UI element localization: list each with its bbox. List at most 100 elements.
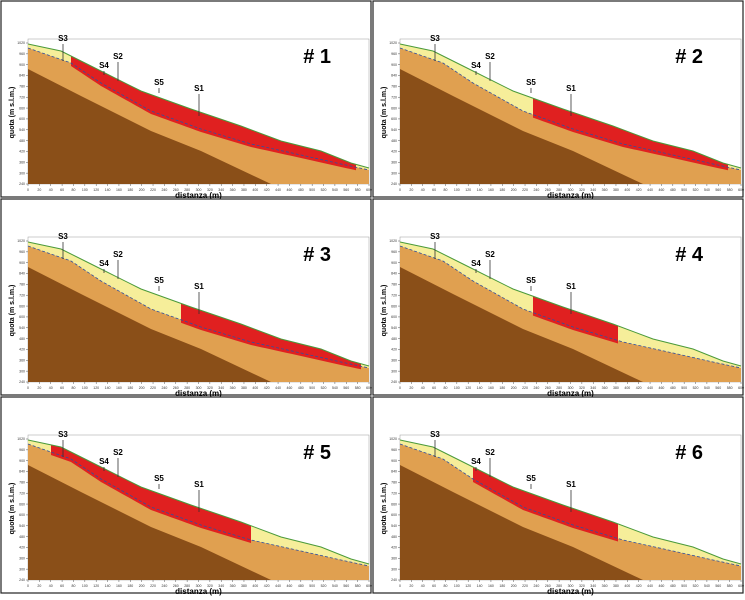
x-tick-label: 0 <box>27 386 29 390</box>
y-tick-label: 720 <box>19 491 25 495</box>
x-tick-label: 560 <box>343 188 349 192</box>
y-tick-label: 600 <box>391 315 397 319</box>
ground-surface <box>399 241 742 367</box>
y-tick-label: 1020 <box>389 41 397 45</box>
x-tick-label: 300 <box>196 188 202 192</box>
x-tick-label: 160 <box>116 584 122 588</box>
borehole-label: S4 <box>99 61 109 70</box>
x-tick-label: 200 <box>139 584 145 588</box>
x-tick-label: 100 <box>82 386 88 390</box>
y-tick-label: 240 <box>391 182 397 186</box>
x-tick-label: 200 <box>511 584 517 588</box>
landslide-body <box>533 296 618 344</box>
x-tick-label: 380 <box>241 584 247 588</box>
x-tick-label: 320 <box>579 584 585 588</box>
x-tick-label: 360 <box>602 386 608 390</box>
y-tick-label: 780 <box>391 283 397 287</box>
x-tick-label: 160 <box>488 584 494 588</box>
x-tick-label: 500 <box>309 386 315 390</box>
x-tick-label: 540 <box>704 386 710 390</box>
y-axis-label: quota (m s.l.m.) <box>381 285 388 337</box>
x-tick-label: 140 <box>105 386 111 390</box>
x-tick-label: 260 <box>545 584 551 588</box>
x-tick-label: 300 <box>568 386 574 390</box>
borehole-label: S4 <box>99 259 109 268</box>
y-tick-label: 660 <box>19 106 25 110</box>
panel-label: # 5 <box>303 442 331 464</box>
x-tick-label: 40 <box>49 584 53 588</box>
x-tick-label: 180 <box>127 584 133 588</box>
x-tick-label: 260 <box>545 188 551 192</box>
y-tick-label: 900 <box>391 261 397 265</box>
borehole-label: S2 <box>485 250 495 259</box>
y-tick-label: 480 <box>391 139 397 143</box>
panel-label: # 4 <box>675 244 704 266</box>
borehole-label: S1 <box>194 282 204 291</box>
x-tick-label: 440 <box>275 188 281 192</box>
x-tick-label: 320 <box>579 188 585 192</box>
layer-boundary <box>27 245 370 369</box>
y-tick-label: 720 <box>391 293 397 297</box>
y-tick-label: 540 <box>391 128 397 132</box>
x-tick-label: 120 <box>93 386 99 390</box>
x-tick-label: 120 <box>465 584 471 588</box>
x-tick-label: 100 <box>82 188 88 192</box>
x-tick-label: 20 <box>409 584 413 588</box>
borehole-label: S3 <box>58 34 68 43</box>
landslide-body <box>533 98 728 171</box>
y-tick-label: 600 <box>391 117 397 121</box>
borehole-label: S2 <box>113 52 123 61</box>
y-tick-label: 960 <box>19 250 25 254</box>
y-tick-label: 660 <box>391 106 397 110</box>
bedrock <box>28 69 271 184</box>
ground-surface <box>27 43 370 169</box>
panel: S3 S4 S2 S5 S1 0 20 40 60 80 100 120 140 160 180 200 220… <box>372 396 744 596</box>
y-tick-label: 720 <box>391 95 397 99</box>
x-tick-label: 240 <box>533 188 539 192</box>
y-tick-label: 1020 <box>17 239 25 243</box>
x-tick-label: 480 <box>670 386 676 390</box>
borehole-label: S3 <box>58 430 68 439</box>
bedrock <box>400 69 643 184</box>
x-tick-label: 440 <box>647 584 653 588</box>
x-tick-label: 600 <box>738 188 744 192</box>
x-tick-label: 280 <box>556 386 562 390</box>
x-tick-label: 60 <box>432 386 436 390</box>
x-tick-label: 460 <box>659 188 665 192</box>
x-tick-label: 520 <box>321 584 327 588</box>
y-tick-label: 1020 <box>389 239 397 243</box>
x-tick-label: 260 <box>173 584 179 588</box>
x-tick-label: 140 <box>477 386 483 390</box>
x-tick-label: 180 <box>499 386 505 390</box>
y-tick-label: 900 <box>391 459 397 463</box>
landslide-body <box>181 303 361 370</box>
x-tick-label: 480 <box>670 584 676 588</box>
x-tick-label: 300 <box>196 386 202 390</box>
x-tick-label: 240 <box>161 386 167 390</box>
x-tick-label: 360 <box>230 386 236 390</box>
borehole-label: S4 <box>471 457 481 466</box>
x-tick-label: 0 <box>399 188 401 192</box>
borehole-label: S1 <box>194 480 204 489</box>
y-tick-label: 480 <box>19 337 25 341</box>
landslide-body <box>51 444 251 543</box>
x-tick-label: 180 <box>499 584 505 588</box>
x-tick-label: 500 <box>681 584 687 588</box>
x-tick-label: 580 <box>355 584 361 588</box>
x-axis-label: distanza (m) <box>175 587 222 596</box>
x-tick-label: 520 <box>693 386 699 390</box>
y-axis-label: quota (m s.l.m.) <box>9 285 16 337</box>
x-tick-label: 60 <box>432 188 436 192</box>
y-tick-label: 780 <box>19 85 25 89</box>
y-tick-label: 600 <box>391 513 397 517</box>
y-tick-label: 960 <box>391 250 397 254</box>
borehole-label: S5 <box>154 474 164 483</box>
y-tick-label: 480 <box>19 535 25 539</box>
x-tick-label: 80 <box>72 584 76 588</box>
x-tick-label: 0 <box>399 584 401 588</box>
borehole-label: S1 <box>566 84 576 93</box>
x-tick-label: 380 <box>613 584 619 588</box>
x-tick-label: 40 <box>49 386 53 390</box>
y-tick-label: 300 <box>19 567 25 571</box>
layer-boundary <box>27 443 370 567</box>
